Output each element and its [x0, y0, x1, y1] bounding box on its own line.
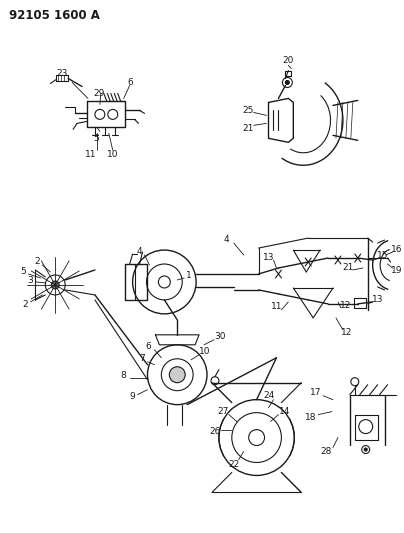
Text: 7: 7: [140, 354, 145, 364]
Text: 28: 28: [320, 447, 332, 456]
Text: 2: 2: [23, 301, 28, 309]
Text: 19: 19: [391, 266, 402, 276]
Text: 26: 26: [209, 427, 221, 436]
Text: 17: 17: [310, 388, 322, 397]
Circle shape: [51, 281, 59, 289]
Circle shape: [285, 80, 289, 84]
Text: 25: 25: [242, 106, 253, 115]
Text: 21: 21: [242, 124, 253, 133]
Text: 6: 6: [145, 342, 152, 351]
Text: 11: 11: [85, 150, 97, 159]
Text: 12: 12: [341, 328, 353, 337]
Text: 20: 20: [283, 56, 294, 65]
Text: 12: 12: [340, 301, 351, 310]
Text: 4: 4: [224, 235, 229, 244]
Text: 16: 16: [391, 245, 402, 254]
Text: 27: 27: [217, 407, 229, 416]
Text: 10: 10: [199, 348, 211, 356]
Text: 24: 24: [263, 391, 274, 400]
Text: 29: 29: [93, 89, 105, 98]
Text: 2: 2: [35, 256, 40, 265]
Text: 3: 3: [27, 277, 33, 286]
Text: 23: 23: [57, 69, 68, 78]
Text: 9: 9: [130, 392, 135, 401]
Circle shape: [169, 367, 185, 383]
Text: 22: 22: [228, 460, 240, 469]
Text: 5: 5: [93, 134, 99, 143]
Text: 15: 15: [377, 251, 388, 260]
Text: 6: 6: [128, 78, 133, 87]
Text: 30: 30: [214, 332, 226, 341]
Circle shape: [364, 448, 367, 451]
Text: 13: 13: [372, 295, 383, 304]
Text: 5: 5: [21, 268, 26, 277]
Text: 18: 18: [305, 413, 317, 422]
Text: 1: 1: [186, 271, 192, 280]
Text: 13: 13: [263, 253, 274, 262]
Text: 4: 4: [137, 247, 142, 255]
Text: 11: 11: [271, 302, 282, 311]
Text: 14: 14: [279, 407, 290, 416]
Text: 21: 21: [342, 263, 354, 272]
Text: 92105 1600 A: 92105 1600 A: [8, 9, 99, 22]
Text: 10: 10: [107, 150, 118, 159]
Text: 8: 8: [121, 371, 126, 380]
